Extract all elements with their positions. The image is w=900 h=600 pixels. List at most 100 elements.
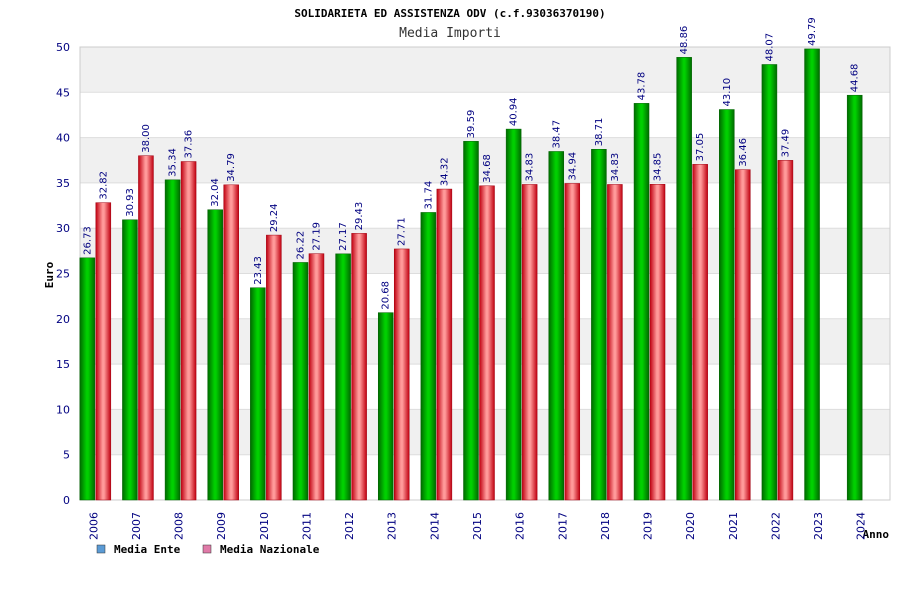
- value-label: 39.59: [466, 110, 477, 139]
- y-tick-label: 45: [56, 86, 70, 99]
- value-label: 48.07: [764, 33, 775, 62]
- y-tick-label: 40: [56, 132, 70, 145]
- x-axis-label: Anno: [863, 528, 890, 541]
- x-tick-label: 2020: [684, 512, 697, 540]
- x-ticks: 2006 2007 2008 2009 2010 2011 2012 2013 2014 2015…: [87, 512, 867, 540]
- x-tick-label: 2018: [599, 512, 612, 540]
- bar-media-nazionale-2022: [777, 160, 794, 501]
- value-label: 35.34: [168, 148, 179, 177]
- bar-media-nazionale-2017: [564, 183, 581, 501]
- y-tick-label: 20: [56, 313, 70, 326]
- legend-swatch-media-nazionale: [202, 544, 212, 554]
- value-label: 27.71: [397, 217, 408, 246]
- x-tick-label: 2017: [556, 512, 569, 540]
- bar-media-ente-2009: [207, 209, 223, 501]
- x-tick-label: 2015: [471, 512, 484, 540]
- value-label: 29.24: [269, 203, 280, 232]
- bar-media-ente-2014: [420, 212, 437, 501]
- bar-media-ente-2012: [335, 253, 351, 501]
- x-tick-label: 2007: [130, 512, 143, 540]
- bar-media-nazionale-2016: [521, 184, 538, 501]
- bar-media-ente-2015: [463, 141, 479, 501]
- bar-media-nazionale-2021: [735, 169, 751, 501]
- value-labels: 26.73 32.82 30.93 38.00 35.34 37.36 32.04 34.79…: [82, 17, 860, 309]
- y-tick-label: 10: [56, 403, 70, 416]
- chart-title: SOLIDARIETA ED ASSISTENZA ODV (c.f.93036…: [294, 7, 605, 20]
- x-tick-label: 2016: [514, 512, 527, 540]
- value-label: 20.68: [381, 281, 392, 310]
- bar-media-ente-2017: [548, 151, 565, 501]
- x-tick-label: 2021: [727, 512, 740, 540]
- value-label: 34.83: [525, 153, 536, 182]
- bar-media-nazionale-2012: [351, 233, 367, 501]
- bar-media-ente-2023: [804, 48, 820, 501]
- bar-media-nazionale-2015: [479, 185, 495, 501]
- legend-swatch-media-ente: [96, 544, 106, 554]
- value-label: 38.71: [594, 118, 605, 147]
- x-tick-label: 2006: [87, 512, 100, 540]
- x-tick-label: 2014: [428, 512, 441, 540]
- x-tick-label: 2024: [855, 512, 868, 540]
- value-label: 38.47: [551, 120, 562, 149]
- bar-media-ente-2016: [505, 128, 522, 501]
- bar-media-ente-2020: [676, 57, 692, 501]
- bar-media-ente-2007: [122, 219, 138, 501]
- y-axis-label: Euro: [43, 261, 56, 288]
- y-tick-label: 50: [56, 41, 70, 54]
- bar-media-ente-2008: [164, 179, 181, 501]
- bar-media-nazionale-2010: [266, 234, 282, 501]
- bar-media-nazionale-2018: [607, 184, 623, 501]
- value-label: 38.00: [141, 124, 152, 153]
- bar-media-nazionale-2009: [223, 184, 239, 501]
- y-tick-label: 5: [63, 449, 70, 462]
- value-label: 27.17: [338, 222, 349, 251]
- value-label: 31.74: [423, 181, 434, 210]
- value-label: 36.46: [738, 138, 749, 167]
- value-label: 40.94: [509, 97, 520, 126]
- bar-media-ente-2018: [591, 149, 607, 501]
- y-tick-label: 35: [56, 177, 70, 190]
- value-label: 34.68: [482, 154, 493, 183]
- value-label: 37.49: [780, 129, 791, 158]
- bar-media-ente-2022: [761, 64, 778, 501]
- value-label: 26.22: [295, 231, 306, 260]
- bar-media-nazionale-2008: [180, 161, 197, 501]
- bar-media-ente-2024: [846, 94, 863, 501]
- grid-band: [80, 47, 890, 93]
- bar-media-ente-2013: [377, 312, 394, 501]
- x-tick-label: 2023: [812, 512, 825, 540]
- legend-label-media-ente: Media Ente: [114, 543, 181, 556]
- bar-media-nazionale-2013: [393, 248, 410, 501]
- value-label: 49.79: [807, 17, 818, 46]
- bar-media-nazionale-2007: [138, 155, 154, 501]
- value-label: 43.78: [637, 72, 648, 101]
- bar-media-nazionale-2011: [308, 253, 325, 501]
- x-tick-label: 2012: [343, 512, 356, 540]
- grid-band: [80, 137, 890, 183]
- value-label: 23.43: [253, 256, 264, 285]
- bar-media-ente-2011: [292, 262, 309, 501]
- legend: Media Ente Media Nazionale: [96, 543, 320, 556]
- x-tick-label: 2010: [258, 512, 271, 540]
- bar-media-nazionale-2006: [95, 202, 112, 501]
- value-label: 34.94: [567, 152, 578, 181]
- value-label: 32.82: [98, 171, 109, 200]
- value-label: 26.73: [82, 226, 93, 255]
- value-label: 34.85: [653, 153, 664, 182]
- y-tick-label: 25: [56, 268, 70, 281]
- legend-label-media-nazionale: Media Nazionale: [220, 543, 320, 556]
- value-label: 37.36: [184, 130, 195, 159]
- value-label: 43.10: [722, 78, 733, 107]
- value-label: 44.68: [850, 64, 861, 93]
- x-tick-label: 2022: [769, 512, 782, 540]
- bar-media-nazionale-2014: [436, 188, 453, 501]
- value-label: 30.93: [125, 188, 136, 217]
- value-label: 37.05: [695, 133, 706, 162]
- y-ticks: 0 5 10 15 20 25 30 35 40 45 50: [56, 41, 70, 507]
- bar-media-ente-2010: [250, 287, 266, 501]
- x-tick-label: 2019: [642, 512, 655, 540]
- bars: [79, 48, 863, 501]
- bar-media-ente-2021: [719, 109, 735, 501]
- x-tick-label: 2009: [215, 512, 228, 540]
